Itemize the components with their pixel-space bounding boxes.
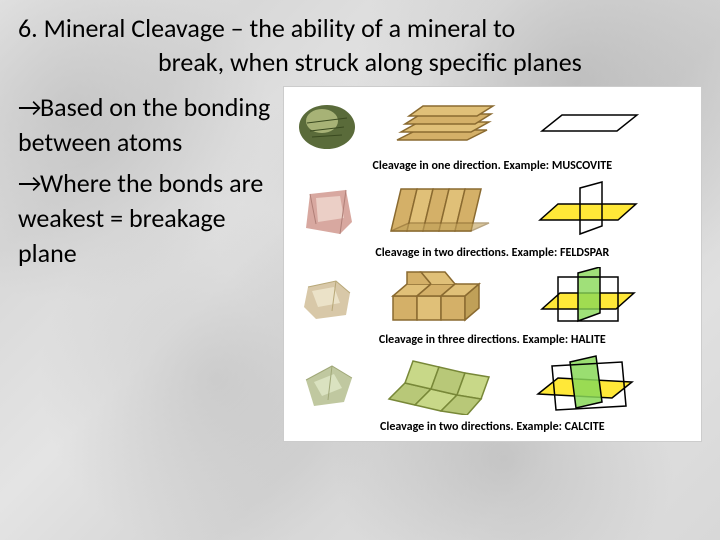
bullet-item: →Based on the bonding between atoms — [18, 90, 283, 160]
diagram-row — [290, 178, 695, 243]
diagram-panel: Cleavage in one direction. Example: MUSC… — [283, 86, 702, 442]
plane-diagram — [520, 91, 655, 156]
diagram-row — [290, 265, 695, 330]
mineral-photo-calcite — [290, 352, 365, 417]
diagram-row — [290, 352, 695, 417]
bullet-text: Where the bonds are weakest = breakage p… — [18, 167, 263, 269]
mineral-photo-halite — [290, 265, 365, 330]
title-line-2: break, when struck along specific planes — [18, 46, 702, 80]
diagram-caption: Cleavage in two directions. Example: FEL… — [290, 246, 695, 260]
arrow-icon: → — [18, 90, 40, 125]
mineral-photo-muscovite — [290, 91, 365, 156]
bullet-list: →Based on the bonding between atoms →Whe… — [18, 86, 283, 442]
crystal-diagram — [375, 352, 510, 417]
diagram-caption: Cleavage in one direction. Example: MUSC… — [290, 159, 695, 173]
slide-title: 6. Mineral Cleavage – the ability of a m… — [18, 12, 702, 80]
diagram-row — [290, 91, 695, 156]
bullet-item: →Where the bonds are weakest = breakage … — [18, 166, 283, 271]
plane-diagram — [520, 352, 655, 417]
title-line-1: 6. Mineral Cleavage – the ability of a m… — [18, 12, 702, 46]
plane-diagram — [520, 265, 655, 330]
crystal-diagram — [375, 178, 510, 243]
slide: 6. Mineral Cleavage – the ability of a m… — [0, 0, 720, 540]
bullet-text: Based on the bonding between atoms — [18, 91, 270, 158]
crystal-diagram — [375, 91, 510, 156]
diagram-caption: Cleavage in three directions. Example: H… — [290, 333, 695, 347]
content-row: →Based on the bonding between atoms →Whe… — [18, 86, 702, 442]
diagram-caption: Cleavage in two directions. Example: CAL… — [290, 420, 695, 434]
plane-diagram — [520, 178, 655, 243]
mineral-photo-feldspar — [290, 178, 365, 243]
arrow-icon: → — [18, 166, 40, 201]
crystal-diagram — [375, 265, 510, 330]
